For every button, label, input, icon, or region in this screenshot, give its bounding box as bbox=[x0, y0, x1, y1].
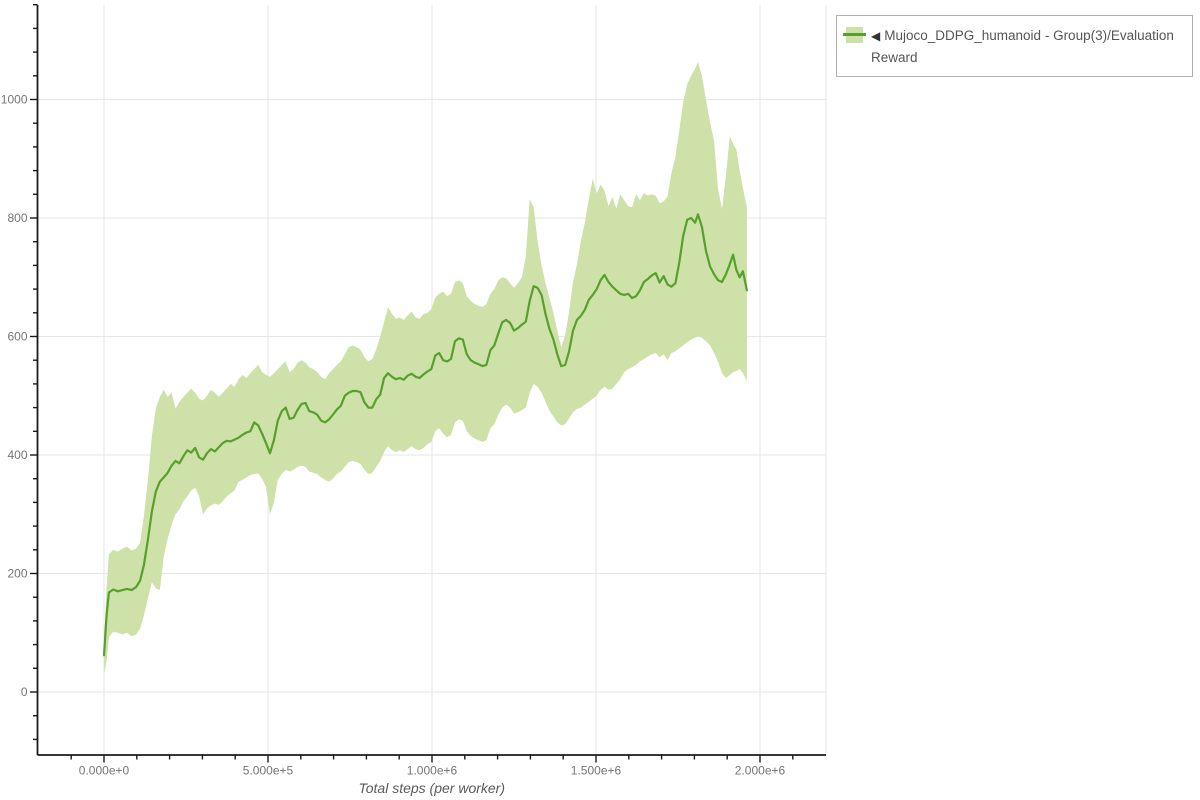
legend-line-icon bbox=[843, 33, 866, 36]
y-tick-label: 400 bbox=[7, 448, 27, 462]
confidence-band bbox=[104, 62, 747, 675]
y-tick-label: 600 bbox=[7, 330, 27, 344]
legend[interactable]: ◀ Mujoco_DDPG_humanoid - Group(3)/Evaluat… bbox=[836, 15, 1193, 77]
x-tick-label: 0.000e+0 bbox=[79, 764, 130, 778]
x-tick-label: 2.000e+6 bbox=[735, 764, 786, 778]
legend-collapse-icon: ◀ bbox=[871, 29, 881, 43]
legend-series-swatch bbox=[843, 27, 866, 43]
tick-labels: 0.000e+0 5.000e+5 1.000e+6 1.500e+6 2.000e+6… bbox=[1, 93, 786, 778]
y-tick-label: 1000 bbox=[1, 93, 28, 107]
ticks bbox=[30, 3, 794, 763]
x-tick-label: 1.000e+6 bbox=[407, 764, 458, 778]
legend-entry: ◀ Mujoco_DDPG_humanoid - Group(3)/Evaluat… bbox=[871, 25, 1182, 68]
x-tick-label: 1.500e+6 bbox=[571, 764, 622, 778]
y-tick-label: 200 bbox=[7, 567, 27, 581]
x-axis-title: Total steps (per worker) bbox=[358, 780, 505, 796]
x-tick-label: 5.000e+5 bbox=[243, 764, 294, 778]
y-tick-label: 800 bbox=[7, 211, 27, 225]
y-tick-label: 0 bbox=[21, 685, 28, 699]
legend-series-label: Mujoco_DDPG_humanoid - Group(3)/Evaluati… bbox=[871, 28, 1174, 65]
series-line bbox=[102, 213, 749, 657]
